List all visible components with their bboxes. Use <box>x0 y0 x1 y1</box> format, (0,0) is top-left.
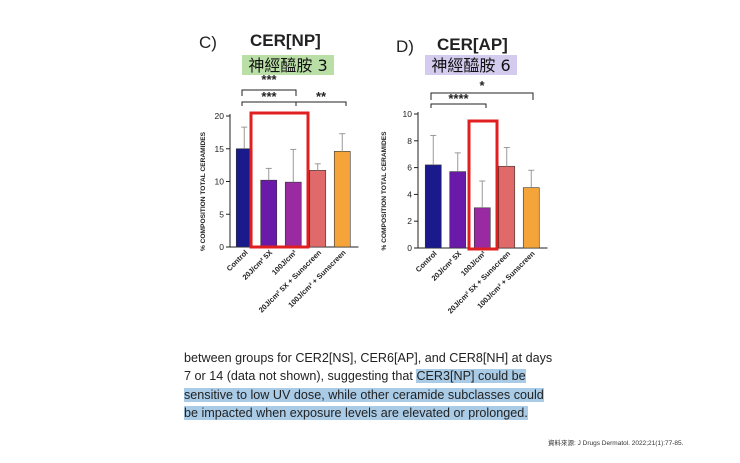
panel-label: C) <box>199 33 217 52</box>
significance-label: * <box>479 78 485 93</box>
y-tick-label: 15 <box>215 144 225 154</box>
y-tick-label: 4 <box>407 189 412 199</box>
paragraph-line-3: sensitive to low UV dose, while other ce… <box>184 386 604 404</box>
chart-subtitle: 神經醯胺 3 <box>248 56 327 75</box>
significance-label: **** <box>448 91 469 106</box>
significance-bracket <box>430 103 487 108</box>
significance-label: *** <box>261 72 277 87</box>
source-citation: 資料來源: J Drugs Dermatol. 2022;21(1):77-85… <box>548 440 684 447</box>
y-tick-label: 0 <box>407 243 412 253</box>
bar <box>333 151 351 248</box>
paragraph-line-2-text: 7 or 14 (data not shown), suggesting tha… <box>184 369 417 384</box>
y-axis-label: % COMPOSITION TOTAL CERAMIDES <box>381 131 388 251</box>
panel-label: D) <box>396 37 414 56</box>
bar <box>498 165 516 249</box>
panel-c-chart: C) CER[NP] 神經醯胺 3 % COMPOSITION TOTAL CERAM… <box>199 31 359 314</box>
y-tick-label: 20 <box>215 111 225 121</box>
significance-bracket <box>241 89 297 96</box>
highlight-box <box>467 119 499 251</box>
bar <box>522 187 540 249</box>
y-tick-label: 10 <box>215 177 225 187</box>
significance-label: ** <box>316 89 327 104</box>
significance-bracket <box>295 101 347 106</box>
paragraph-line-1: between groups for CER2[NS], CER6[AP], a… <box>184 351 553 365</box>
bar <box>284 181 302 248</box>
highlighted-text: sensitive to low UV dose, while other ce… <box>184 387 544 402</box>
bar <box>449 171 467 249</box>
bar <box>260 179 278 248</box>
significance-bracket <box>430 92 534 100</box>
paragraph-line-4: be impacted when exposure levels are ele… <box>184 404 604 422</box>
y-tick-label: 2 <box>407 216 412 226</box>
y-tick-label: 8 <box>407 136 412 146</box>
bar <box>309 170 327 248</box>
y-tick-label: 5 <box>219 209 224 219</box>
caption-paragraph: between groups for CER2[NS], CER6[AP], a… <box>184 349 604 423</box>
chart-title: CER[NP] <box>250 31 321 50</box>
y-tick-label: 0 <box>219 242 224 252</box>
chart-title: CER[AP] <box>437 35 508 54</box>
subtitle-background <box>425 55 517 75</box>
bar <box>424 164 442 249</box>
significance-label: *** <box>261 89 277 104</box>
highlight-box <box>249 111 310 249</box>
panel-d-chart: D) CER[AP] 神經醯胺 6 % COMPOSITION TOTAL CERAM… <box>381 35 548 315</box>
y-tick-label: 6 <box>407 163 412 173</box>
chart-subtitle: 神經醯胺 6 <box>431 56 510 75</box>
y-tick-label: 10 <box>403 109 413 119</box>
highlighted-text: be impacted when exposure levels are ele… <box>184 406 528 421</box>
subtitle-background <box>242 55 334 75</box>
paragraph-line-2: 7 or 14 (data not shown), suggesting tha… <box>184 367 604 385</box>
bar <box>473 207 491 249</box>
highlighted-text: CER3[NP] could be <box>416 369 526 384</box>
y-axis-label: % COMPOSITION TOTAL CERAMIDES <box>200 131 207 251</box>
